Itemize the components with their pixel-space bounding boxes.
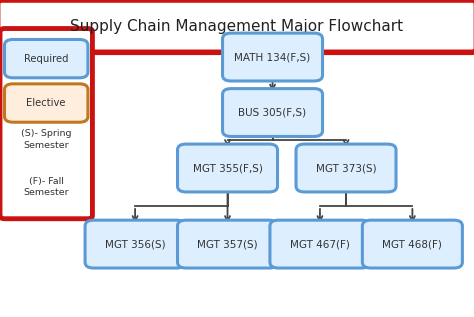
Text: (S)- Spring
Semester: (S)- Spring Semester [21,129,72,150]
FancyBboxPatch shape [85,220,185,268]
FancyBboxPatch shape [296,144,396,192]
Text: MGT 468(F): MGT 468(F) [383,239,442,249]
FancyBboxPatch shape [222,88,322,136]
Text: MGT 467(F): MGT 467(F) [290,239,350,249]
Text: MGT 356(S): MGT 356(S) [105,239,165,249]
Text: MATH 134(F,S): MATH 134(F,S) [235,52,310,62]
FancyBboxPatch shape [270,220,370,268]
Text: MGT 357(S): MGT 357(S) [197,239,258,249]
Text: MGT 373(S): MGT 373(S) [316,163,376,173]
FancyBboxPatch shape [0,0,474,52]
FancyBboxPatch shape [4,84,88,122]
FancyBboxPatch shape [0,29,92,219]
Text: Elective: Elective [27,98,66,108]
FancyBboxPatch shape [177,220,277,268]
FancyBboxPatch shape [222,33,322,81]
Text: (F)- Fall
Semester: (F)- Fall Semester [23,177,69,197]
Text: Required: Required [24,54,68,64]
FancyBboxPatch shape [362,220,462,268]
FancyBboxPatch shape [4,40,88,78]
Text: Supply Chain Management Major Flowchart: Supply Chain Management Major Flowchart [71,19,403,34]
Text: MGT 355(F,S): MGT 355(F,S) [192,163,263,173]
Text: BUS 305(F,S): BUS 305(F,S) [238,107,307,118]
FancyBboxPatch shape [177,144,277,192]
